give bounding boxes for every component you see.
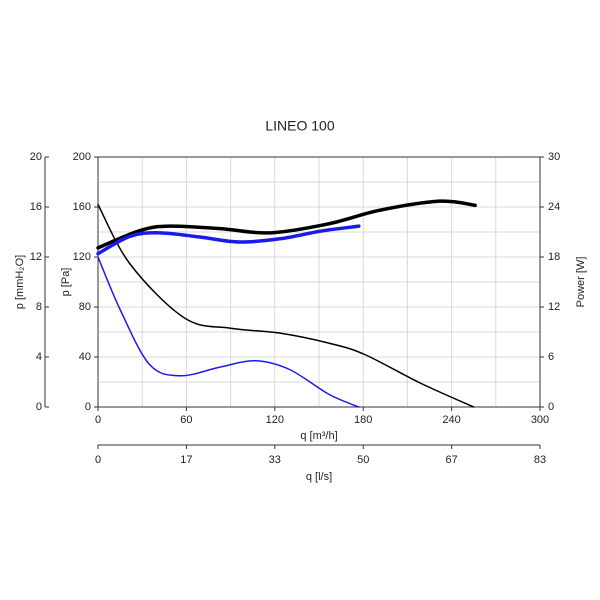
curve xyxy=(96,224,361,256)
x2-tick-label: 17 xyxy=(180,454,192,466)
y2-tick-label: 12 xyxy=(548,301,560,313)
y-tick-label: 80 xyxy=(79,301,91,313)
x-tick-label: 240 xyxy=(442,414,460,426)
x2-tick-label: 67 xyxy=(446,454,458,466)
y2-tick-label: 30 xyxy=(548,151,560,163)
y2-tick-label: 6 xyxy=(548,351,554,363)
x-axis-label: q [m³/h] xyxy=(300,430,337,442)
x-tick-label: 180 xyxy=(354,414,372,426)
y-axis-label: p [Pa] xyxy=(60,268,72,297)
x-tick-label: 0 xyxy=(95,414,101,426)
y-tick-label: 0 xyxy=(85,401,91,413)
y2-tick-label: 0 xyxy=(548,401,554,413)
x2-axis-label: q [l/s] xyxy=(306,471,332,483)
y-tick-label: 40 xyxy=(79,351,91,363)
x2-tick-label: 0 xyxy=(95,454,101,466)
y-tick-label: 200 xyxy=(73,151,91,163)
y2-axis-label: Power [W] xyxy=(575,257,587,308)
x-tick-label: 300 xyxy=(531,414,549,426)
x-tick-label: 60 xyxy=(180,414,192,426)
x2-tick-label: 83 xyxy=(534,454,546,466)
y3-tick-label: 16 xyxy=(30,201,42,213)
y-tick-label: 160 xyxy=(73,201,91,213)
curve xyxy=(97,256,360,408)
plot-frame xyxy=(97,156,541,408)
y3-tick-label: 0 xyxy=(36,401,42,413)
x2-tick-label: 50 xyxy=(357,454,369,466)
y3-tick-label: 8 xyxy=(36,301,42,313)
curve xyxy=(96,199,477,250)
y3-axis-label: p [mmH₂O] xyxy=(14,255,26,309)
y3-tick-label: 12 xyxy=(30,251,42,263)
y-tick-label: 120 xyxy=(73,251,91,263)
y2-tick-label: 24 xyxy=(548,201,560,213)
y2-tick-label: 18 xyxy=(548,251,560,263)
x-tick-label: 120 xyxy=(266,414,284,426)
curve xyxy=(97,203,475,408)
x2-tick-label: 33 xyxy=(269,454,281,466)
chart-title: LINEO 100 xyxy=(265,118,334,134)
y3-tick-label: 4 xyxy=(36,351,42,363)
y3-tick-label: 20 xyxy=(30,151,42,163)
